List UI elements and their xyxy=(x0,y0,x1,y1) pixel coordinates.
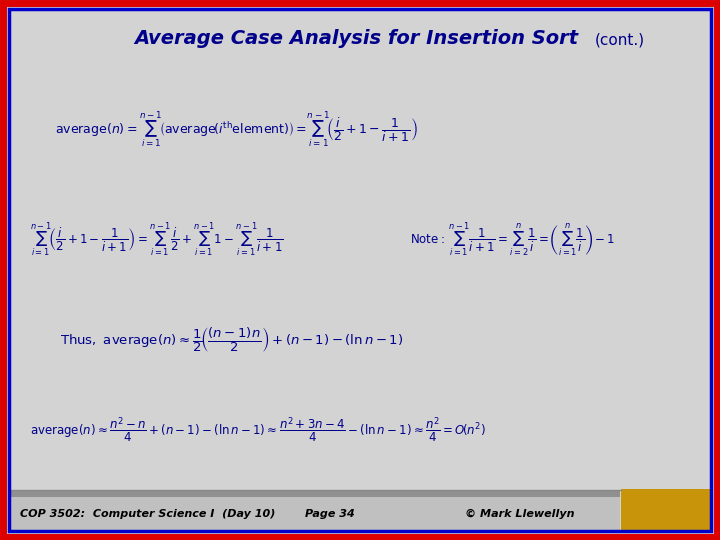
Text: (cont.): (cont.) xyxy=(595,32,645,48)
Text: $\mathrm{Thus,\ average}(n)\approx\dfrac{1}{2}\!\left(\dfrac{(n-1)n}{2}\right)+(: $\mathrm{Thus,\ average}(n)\approx\dfrac… xyxy=(60,326,403,354)
Text: COP 3502:  Computer Science I  (Day 10): COP 3502: Computer Science I (Day 10) xyxy=(20,509,275,519)
Text: $\sum_{i=1}^{n-1}\!\left(\dfrac{i}{2}+1-\dfrac{1}{i+1}\right)=\sum_{i=1}^{n-1}\d: $\sum_{i=1}^{n-1}\!\left(\dfrac{i}{2}+1-… xyxy=(30,221,284,259)
Text: Average Case Analysis for Insertion Sort: Average Case Analysis for Insertion Sort xyxy=(135,29,585,48)
Bar xyxy=(621,489,711,531)
Text: © Mark Llewellyn: © Mark Llewellyn xyxy=(465,509,575,519)
Text: $\mathrm{average}(n)=\sum_{i=1}^{n-1}\!\left(\mathrm{average}\!\left(i^{\mathrm{: $\mathrm{average}(n)=\sum_{i=1}^{n-1}\!\… xyxy=(55,110,418,150)
Bar xyxy=(9,491,620,531)
Text: $\mathrm{Note:}\,\sum_{i=1}^{n-1}\dfrac{1}{i+1}=\sum_{i=2}^{n}\dfrac{1}{i}=\!\le: $\mathrm{Note:}\,\sum_{i=1}^{n-1}\dfrac{… xyxy=(410,221,615,259)
Text: Page 34: Page 34 xyxy=(305,509,355,519)
Text: $\mathrm{average}(n)\approx\dfrac{n^2-n}{4}+(n-1)-(\ln n-1)\approx\dfrac{n^2+3n-: $\mathrm{average}(n)\approx\dfrac{n^2-n}… xyxy=(30,415,486,444)
Bar xyxy=(9,491,620,497)
